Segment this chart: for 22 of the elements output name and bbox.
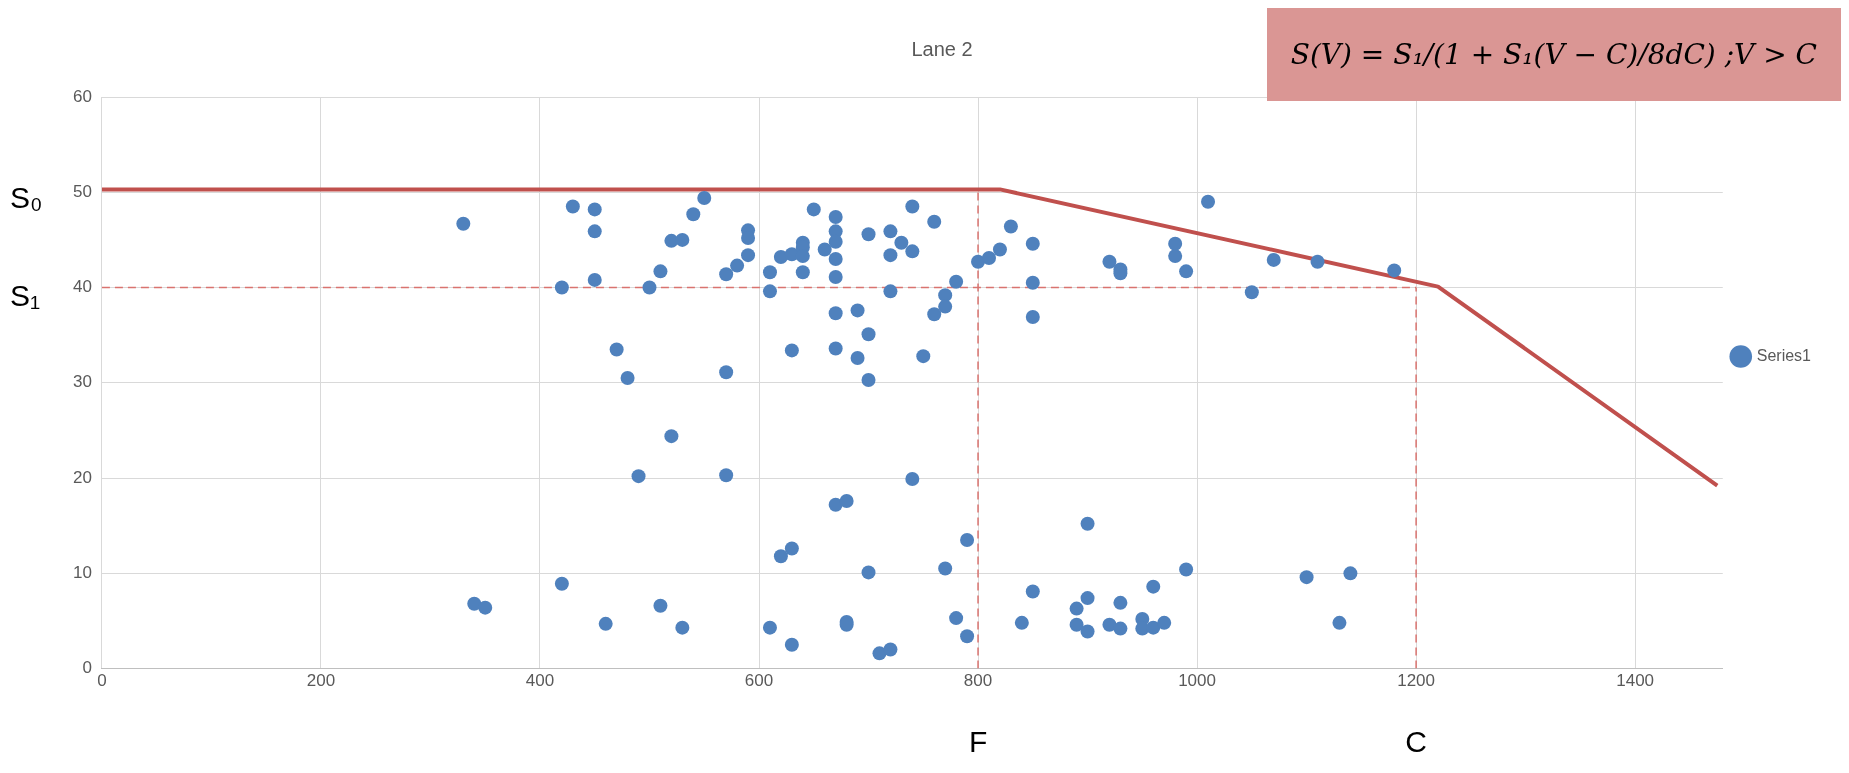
text: S(V) = S₁/(1 + S₁(V − C)/8dC) ;V > C <box>1266 8 1841 101</box>
text: S₁ <box>10 278 41 312</box>
text: C <box>1405 724 1427 758</box>
text: S₀ <box>10 180 43 214</box>
legend-label: Series1 <box>1756 346 1812 364</box>
x-tick-label: 1400 <box>1616 671 1655 691</box>
x-tick-label: 600 <box>744 671 774 691</box>
y-tick-label: 40 <box>72 277 92 297</box>
chart-title: Lane 2 <box>911 37 973 60</box>
x-tick-label: 1200 <box>1397 671 1436 691</box>
x-tick-label: 0 <box>97 671 107 691</box>
y-tick-label: 20 <box>72 467 92 487</box>
y-tick-label: 10 <box>72 563 92 583</box>
y-tick-label: 30 <box>72 372 92 392</box>
x-tick-label: 1000 <box>1178 671 1216 691</box>
y-tick-label: 60 <box>72 86 92 106</box>
x-tick-label: 400 <box>525 671 555 691</box>
text: F <box>968 724 988 758</box>
x-tick-label: 200 <box>306 671 336 691</box>
y-tick-label: 0 <box>82 658 92 678</box>
y-tick-label: 50 <box>72 181 92 201</box>
x-tick-label: 800 <box>963 671 993 691</box>
